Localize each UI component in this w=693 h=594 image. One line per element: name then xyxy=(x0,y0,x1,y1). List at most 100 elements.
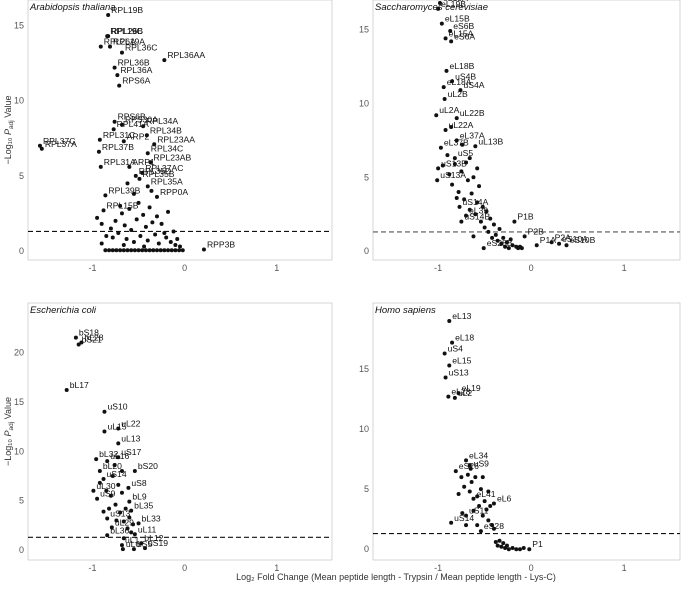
x-axis-title: Log₂ Fold Change (Mean peptide length - … xyxy=(236,572,556,582)
data-point xyxy=(173,242,178,247)
point-label: uS11 xyxy=(469,506,489,516)
point-label: eL18B xyxy=(449,61,474,71)
point-label: eL15 xyxy=(452,355,471,365)
data-point xyxy=(564,243,569,248)
data-point xyxy=(456,491,461,496)
point-label: P2A xyxy=(555,232,572,242)
data-point xyxy=(495,543,500,548)
data-point xyxy=(442,351,447,356)
data-point xyxy=(447,363,452,368)
data-point xyxy=(129,530,134,535)
y-tick-label: 10 xyxy=(359,98,369,108)
data-point xyxy=(168,239,173,244)
data-point xyxy=(104,488,109,493)
point-label: uL22A xyxy=(449,120,474,130)
data-point xyxy=(534,243,539,248)
data-point xyxy=(98,164,103,169)
point-label: eL28 xyxy=(451,387,470,397)
x-tick-label: 0 xyxy=(529,563,534,573)
data-point xyxy=(124,236,129,241)
data-point xyxy=(467,156,472,161)
point-label: uS14 xyxy=(107,469,127,479)
data-point xyxy=(116,441,121,446)
panel-title: Saccharomyces cerevisiae xyxy=(375,2,488,13)
data-point xyxy=(448,29,453,34)
data-point xyxy=(437,0,442,5)
point-label: eL18 xyxy=(455,333,474,343)
data-point xyxy=(557,241,562,246)
y-tick-label: 15 xyxy=(14,397,24,407)
data-point xyxy=(105,533,110,538)
data-point xyxy=(97,137,102,142)
point-label: RPL37A xyxy=(45,139,77,149)
data-point xyxy=(452,161,457,166)
point-label: eL13 xyxy=(452,311,471,321)
data-point xyxy=(149,188,154,193)
data-point xyxy=(119,543,124,548)
point-label: bL9 xyxy=(132,492,147,502)
x-tick-label: 0 xyxy=(182,263,187,273)
data-point xyxy=(504,240,509,245)
data-point xyxy=(119,211,124,216)
data-point xyxy=(454,116,459,121)
data-point xyxy=(91,488,96,493)
data-point xyxy=(482,225,487,230)
data-point xyxy=(473,144,478,149)
y-tick-label: 10 xyxy=(14,446,24,456)
data-point xyxy=(469,191,474,196)
data-point xyxy=(445,153,450,158)
data-point xyxy=(178,244,182,249)
data-point xyxy=(522,234,527,239)
point-label: RPL34C xyxy=(151,143,183,153)
data-point xyxy=(101,476,106,481)
data-point xyxy=(488,216,493,221)
data-point xyxy=(108,493,113,498)
point-label: uL22 xyxy=(121,419,140,429)
point-label: P2B xyxy=(528,226,545,236)
data-point xyxy=(145,184,150,189)
point-label: uS9 xyxy=(100,489,116,499)
y-tick-label: 10 xyxy=(359,424,369,434)
point-label: bL17 xyxy=(70,380,89,390)
point-label: RPP3B xyxy=(207,239,235,249)
data-point xyxy=(125,248,130,253)
data-point xyxy=(501,541,506,546)
point-label: RPL35A xyxy=(151,176,183,186)
data-point xyxy=(131,547,136,552)
point-label: uS5 xyxy=(137,539,153,549)
data-point xyxy=(510,545,515,550)
point-label: bS21 xyxy=(82,335,102,345)
data-point xyxy=(447,319,452,324)
data-point xyxy=(142,244,147,249)
data-point xyxy=(527,547,532,552)
point-label: uS4B xyxy=(455,71,476,81)
point-label: eL37B xyxy=(444,138,469,148)
data-point xyxy=(480,513,485,518)
point-label: eL18A xyxy=(447,77,472,87)
point-label: RPL36AA xyxy=(167,50,205,60)
data-point xyxy=(118,510,123,515)
data-point xyxy=(435,178,440,183)
panel-0: Arabidopsis thaliana-1 0 1051015RPL19BRPL2… xyxy=(3,0,333,273)
data-point xyxy=(73,335,78,340)
point-label: uL15 xyxy=(107,422,126,432)
data-point xyxy=(110,235,115,240)
data-point xyxy=(97,469,102,474)
data-point xyxy=(480,204,485,209)
point-label: bS18 xyxy=(79,328,99,338)
data-point xyxy=(475,523,480,528)
data-point xyxy=(98,44,103,49)
panel-title: Arabidopsis thaliana xyxy=(29,2,116,13)
data-point xyxy=(493,539,498,544)
data-point xyxy=(121,519,126,524)
x-tick-label: 1 xyxy=(274,563,279,573)
point-label: bL12 xyxy=(144,533,163,543)
point-label: P1 xyxy=(532,539,543,549)
data-point xyxy=(131,191,136,196)
data-point xyxy=(122,223,127,228)
data-point xyxy=(443,375,448,380)
data-point xyxy=(434,113,439,118)
data-point xyxy=(156,241,161,246)
data-point xyxy=(456,190,461,195)
data-point xyxy=(134,217,139,222)
